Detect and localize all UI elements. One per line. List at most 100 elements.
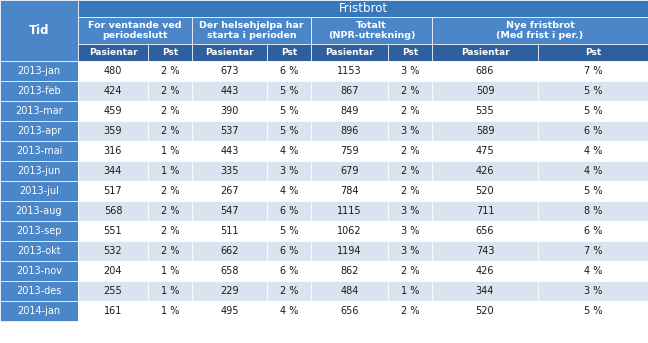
Bar — [388, 101, 432, 121]
Bar — [388, 44, 432, 61]
Text: 2013-jun: 2013-jun — [17, 166, 61, 176]
Text: Pasientar: Pasientar — [205, 48, 254, 57]
Bar — [0, 141, 78, 161]
Text: 1 %: 1 % — [161, 266, 179, 276]
Text: Pst: Pst — [402, 48, 418, 57]
Text: 517: 517 — [104, 186, 122, 196]
Text: 2 %: 2 % — [400, 266, 419, 276]
Bar — [148, 161, 192, 181]
Text: 4 %: 4 % — [280, 146, 298, 156]
Text: 2 %: 2 % — [400, 306, 419, 316]
Text: 2 %: 2 % — [161, 206, 179, 216]
Bar — [78, 201, 148, 221]
Bar — [192, 281, 267, 301]
Bar — [148, 121, 192, 141]
Bar — [432, 121, 538, 141]
Text: 520: 520 — [476, 186, 494, 196]
Bar — [192, 181, 267, 201]
Text: 8 %: 8 % — [584, 206, 602, 216]
Text: 1 %: 1 % — [161, 286, 179, 296]
Text: 390: 390 — [220, 106, 238, 116]
Text: Tid: Tid — [29, 24, 49, 37]
Text: 520: 520 — [476, 306, 494, 316]
Text: 4 %: 4 % — [584, 266, 602, 276]
Bar — [78, 0, 648, 17]
Bar — [267, 81, 311, 101]
Text: 511: 511 — [220, 226, 238, 236]
Bar — [267, 221, 311, 241]
Text: 5 %: 5 % — [280, 126, 298, 136]
Text: 849: 849 — [340, 106, 359, 116]
Bar — [192, 141, 267, 161]
Bar — [267, 44, 311, 61]
Text: 3 %: 3 % — [401, 126, 419, 136]
Bar — [538, 181, 648, 201]
Text: 424: 424 — [104, 86, 122, 96]
Bar — [311, 161, 388, 181]
Bar — [267, 61, 311, 81]
Text: 443: 443 — [220, 146, 238, 156]
Text: 568: 568 — [104, 206, 122, 216]
Bar — [311, 201, 388, 221]
Bar — [311, 101, 388, 121]
Text: 3 %: 3 % — [401, 206, 419, 216]
Text: For ventande ved
periodeslutt: For ventande ved periodeslutt — [88, 21, 181, 40]
Bar — [432, 241, 538, 261]
Text: 2013-apr: 2013-apr — [17, 126, 61, 136]
Bar — [538, 61, 648, 81]
Bar — [192, 61, 267, 81]
Bar — [538, 81, 648, 101]
Text: 7 %: 7 % — [584, 246, 602, 256]
Bar — [432, 301, 538, 321]
Bar — [311, 81, 388, 101]
Text: 1 %: 1 % — [161, 146, 179, 156]
Text: 551: 551 — [104, 226, 122, 236]
Bar — [0, 161, 78, 181]
Text: 662: 662 — [220, 246, 238, 256]
Text: 335: 335 — [220, 166, 238, 176]
Bar — [148, 44, 192, 61]
Bar — [388, 161, 432, 181]
Text: 2 %: 2 % — [400, 166, 419, 176]
Bar — [432, 221, 538, 241]
Bar — [311, 181, 388, 201]
Text: 656: 656 — [476, 226, 494, 236]
Bar — [311, 221, 388, 241]
Text: 711: 711 — [476, 206, 494, 216]
Bar — [538, 201, 648, 221]
Bar — [538, 121, 648, 141]
Bar — [0, 221, 78, 241]
Text: 2013-okt: 2013-okt — [17, 246, 61, 256]
Bar — [192, 121, 267, 141]
Bar — [388, 141, 432, 161]
Text: 2013-nov: 2013-nov — [16, 266, 62, 276]
Text: 5 %: 5 % — [584, 306, 602, 316]
Text: 229: 229 — [220, 286, 239, 296]
Text: 2013-sep: 2013-sep — [16, 226, 62, 236]
Text: 3 %: 3 % — [401, 226, 419, 236]
Bar — [148, 301, 192, 321]
Bar — [0, 281, 78, 301]
Bar — [192, 101, 267, 121]
Bar — [0, 61, 78, 81]
Bar — [388, 281, 432, 301]
Text: 2 %: 2 % — [280, 286, 298, 296]
Text: 255: 255 — [104, 286, 122, 296]
Bar — [432, 201, 538, 221]
Text: 3 %: 3 % — [401, 246, 419, 256]
Bar — [0, 0, 78, 61]
Text: 2 %: 2 % — [161, 186, 179, 196]
Text: 4 %: 4 % — [280, 306, 298, 316]
Text: 6 %: 6 % — [280, 206, 298, 216]
Text: 673: 673 — [220, 66, 238, 76]
Text: 4 %: 4 % — [280, 186, 298, 196]
Text: 2013-jul: 2013-jul — [19, 186, 59, 196]
Bar — [311, 141, 388, 161]
Bar — [538, 261, 648, 281]
Text: 480: 480 — [104, 66, 122, 76]
Bar — [311, 121, 388, 141]
Bar — [538, 301, 648, 321]
Bar — [432, 101, 538, 121]
Bar — [388, 121, 432, 141]
Bar — [78, 221, 148, 241]
